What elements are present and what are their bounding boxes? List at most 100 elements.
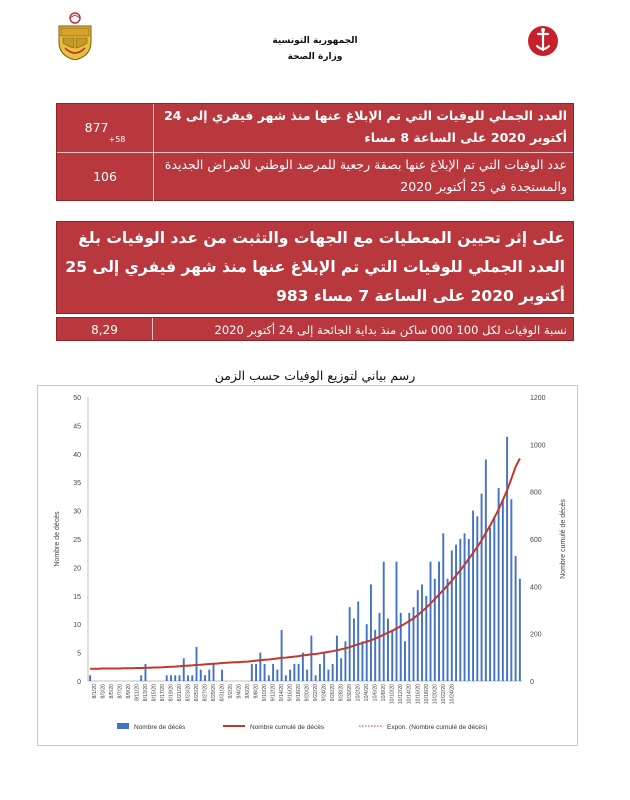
x-tick-label: 8/1/20: [92, 684, 98, 699]
daily-deaths-bar: [425, 595, 428, 681]
chart-frame: [37, 385, 578, 746]
daily-deaths-bar: [348, 607, 351, 681]
daily-deaths-bar: [476, 516, 479, 681]
daily-deaths-bar: [335, 635, 338, 681]
deaths-chart: 0 5 10 15 20 25 30 35 40 45 50 0 200 400 600 800 1000 120…: [54, 395, 567, 731]
y2-tick-label: 1000: [530, 442, 546, 449]
x-tick-label: 8/23/20: [185, 684, 191, 701]
x-tick-label: 9/28/20: [339, 684, 345, 701]
daily-deaths-bar: [280, 629, 283, 681]
daily-deaths-bar: [212, 663, 215, 681]
x-tick-label: 10/8/20: [381, 684, 387, 701]
x-tick-label: 8/29/20: [211, 684, 217, 701]
daily-deaths-bar: [301, 652, 304, 681]
x-tick-label: 8/31/20: [220, 684, 226, 701]
x-tick-label: 8/19/20: [168, 684, 174, 701]
daily-deaths-bar: [255, 663, 258, 681]
x-tick-label: 8/21/20: [177, 684, 183, 701]
death-rate-label: نسبة الوفيات لكل 100 000 ساكن منذ بداية …: [214, 323, 567, 337]
x-tick-label: 9/20/20: [305, 684, 311, 701]
x-tick-label: 8/13/20: [143, 684, 149, 701]
daily-deaths-bar: [276, 669, 279, 681]
daily-deaths-bar: [174, 675, 177, 681]
x-tick-label: 10/20/20: [432, 684, 438, 704]
x-tick-label: 10/14/20: [407, 684, 413, 704]
coat-of-arms-icon: [58, 12, 92, 60]
x-tick-label: 10/16/20: [415, 684, 421, 704]
x-tick-label: 10/6/20: [373, 684, 379, 701]
daily-deaths-bar: [144, 663, 147, 681]
daily-deaths-bar: [182, 658, 185, 681]
y2-tick-label: 800: [530, 490, 542, 497]
x-tick-label: 8/25/20: [194, 684, 200, 701]
daily-deaths-bar: [365, 624, 368, 681]
daily-deaths-bar: [284, 675, 287, 681]
daily-deaths-bar: [187, 675, 189, 681]
daily-deaths-bar: [510, 499, 513, 681]
x-tick-label: 10/24/20: [449, 684, 455, 704]
daily-deaths-bar: [272, 663, 275, 681]
daily-deaths-bar: [297, 663, 300, 681]
legend-daily-label: Nombre de décès: [134, 724, 186, 731]
daily-deaths-bar: [472, 510, 475, 681]
daily-deaths-bar: [459, 539, 462, 681]
daily-deaths-bar: [208, 669, 211, 681]
y2-axis-title: Nombre cumulé de décès: [560, 499, 567, 579]
x-tick-label: 9/24/20: [322, 684, 328, 701]
x-tick-label: 8/17/20: [160, 684, 166, 701]
x-tick-label: 8/9/20: [126, 684, 132, 699]
y-axis-title: Nombre de décès: [54, 511, 61, 567]
new-deaths-superscript: +58: [108, 135, 126, 144]
y2-tick-label: 0: [530, 679, 534, 686]
daily-deaths-bar: [514, 556, 517, 681]
retroactive-deaths-value: 106: [57, 153, 154, 201]
y-tick-label: 40: [73, 452, 81, 459]
y-tick-label: 10: [73, 622, 81, 629]
y-tick-label: 30: [73, 509, 81, 516]
y-tick-label: 45: [73, 423, 81, 430]
y2-tick-label: 400: [530, 584, 542, 591]
ministry-title: وزارة الصحة: [287, 52, 343, 62]
x-tick-label: 9/10/20: [262, 684, 268, 701]
updated-deaths-highlight: على إثر تحيين المعطيات مع الجهات والتثبت…: [56, 221, 574, 314]
legend-expon-label: Expon. (Nombre cumulé de décès): [387, 724, 487, 731]
y2-tick-label: 1200: [530, 395, 546, 402]
daily-deaths-bar: [408, 612, 411, 681]
daily-deaths-bar: [480, 493, 483, 681]
daily-deaths-bar: [429, 561, 432, 681]
x-tick-label: 8/15/20: [151, 684, 157, 701]
deaths-summary-table: العدد الجملي للوفيات التي تم الإبلاغ عنه…: [56, 103, 574, 201]
x-tick-label: 9/30/20: [347, 684, 353, 701]
daily-deaths-bar: [442, 533, 445, 681]
x-tick-label: 9/26/20: [330, 684, 336, 701]
y-tick-label: 20: [73, 565, 81, 572]
y2-tick-label: 200: [530, 632, 542, 639]
daily-deaths-bar: [267, 675, 270, 681]
daily-deaths-bar: [416, 590, 419, 681]
daily-deaths-bar: [387, 618, 389, 681]
daily-deaths-bar: [357, 601, 360, 681]
daily-deaths-bar: [331, 663, 334, 681]
x-tick-label: 9/14/20: [279, 684, 285, 701]
daily-deaths-bar: [199, 669, 202, 681]
daily-deaths-bar: [165, 675, 168, 681]
total-deaths-value: 877: [84, 120, 109, 135]
daily-deaths-bar: [489, 527, 492, 681]
x-tick-label: 10/4/20: [364, 684, 370, 701]
daily-deaths-bar: [378, 612, 381, 681]
daily-deaths-bar: [293, 663, 296, 681]
x-tick-label: 9/4/20: [237, 684, 243, 699]
daily-deaths-bar: [506, 436, 509, 681]
daily-deaths-bar: [438, 561, 440, 681]
daily-deaths-bar: [421, 584, 423, 681]
daily-deaths-bar: [484, 459, 487, 681]
health-emblem-icon: [528, 26, 558, 56]
daily-deaths-bar: [289, 669, 292, 681]
x-tick-label: 10/12/20: [398, 684, 404, 704]
daily-deaths-bar: [352, 618, 355, 681]
daily-deaths-bar: [369, 584, 372, 681]
x-tick-label: 8/27/20: [203, 684, 209, 701]
x-tick-label: 8/7/20: [117, 684, 123, 699]
daily-deaths-bar: [314, 675, 317, 681]
cumulative-deaths-line: [90, 458, 521, 670]
